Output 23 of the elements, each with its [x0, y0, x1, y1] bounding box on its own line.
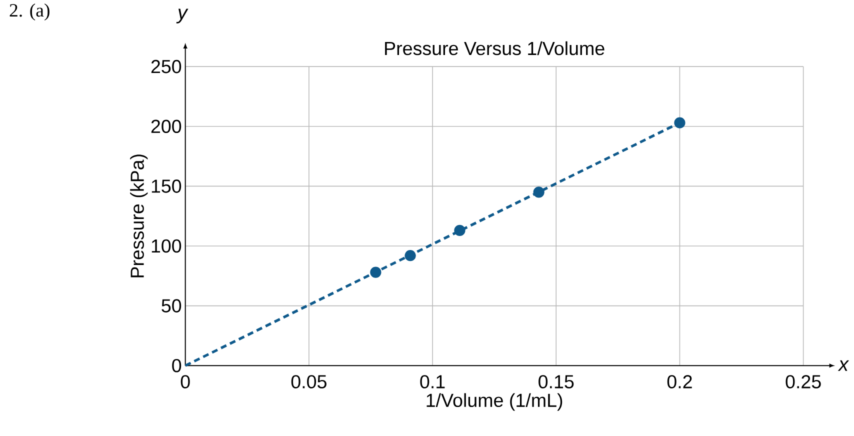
y-axis-title: Pressure (kPa): [130, 154, 148, 278]
point: [454, 224, 466, 236]
y-tick-label: 200: [151, 120, 182, 133]
y-tick-label: 50: [162, 299, 182, 312]
y-tick-label: 100: [152, 239, 182, 253]
point: [674, 117, 686, 128]
y-tick-label: 0: [172, 358, 182, 372]
text: y: [176, 8, 188, 24]
y-tick-label: 250: [151, 60, 182, 74]
point: [370, 266, 382, 278]
x-axis-title: 1/Volume (1/mL): [426, 393, 562, 411]
y-tick-label: 150: [152, 179, 182, 193]
x-tick-label: 0.25: [786, 374, 821, 388]
point: [533, 186, 544, 198]
point: [404, 250, 416, 262]
chart-title: Pressure Versus 1/Volume: [385, 41, 604, 56]
x-tick-label: 0.05: [291, 374, 326, 388]
x-tick-label: 0.15: [538, 374, 574, 388]
x-tick-label: 0: [180, 374, 190, 388]
text: 2. (a): [10, 3, 50, 20]
x-tick-label: 0.2: [667, 374, 692, 388]
text: x: [838, 360, 850, 371]
x-tick-label: 0.1: [420, 374, 445, 388]
